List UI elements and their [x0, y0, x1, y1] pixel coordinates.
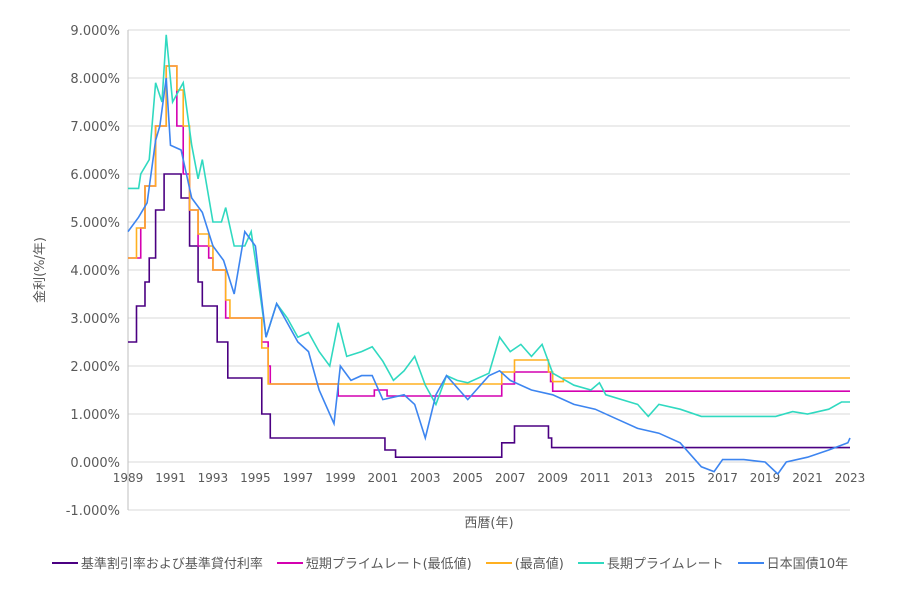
- x-tick-label: 1995: [240, 471, 271, 485]
- y-tick-label: 7.000%: [70, 120, 120, 135]
- x-tick-label: 2023: [835, 471, 866, 485]
- legend-label: 長期プライムレート: [606, 557, 724, 572]
- series-line-1: [128, 65, 850, 397]
- legend-item: 日本国債10年: [737, 553, 849, 572]
- y-tick-label: 5.000%: [70, 216, 120, 231]
- x-tick-label: 2005: [452, 471, 483, 485]
- x-tick-label: 1999: [325, 471, 356, 485]
- x-tick-label: 2007: [495, 471, 526, 485]
- legend: 基準割引率および基準貸付利率 短期プライムレート(最低値) (最高値) 長期プライムレ…: [0, 553, 900, 572]
- x-tick-label: 2001: [368, 471, 399, 485]
- legend-item: 基準割引率および基準貸付利率: [51, 553, 263, 572]
- x-tick-label: 1993: [198, 471, 229, 485]
- y-tick-label: -1.000%: [66, 504, 120, 519]
- series-line-0: [128, 173, 850, 458]
- legend-item: (最高値): [485, 553, 564, 572]
- legend-swatch: [51, 561, 78, 564]
- x-tick-label: 1989: [113, 471, 144, 485]
- legend-swatch: [485, 561, 512, 564]
- line-chart: 9.000% 8.000% 7.000% 6.000% 5.000% 4.000% 3.00…: [32, 24, 866, 531]
- x-tick-label: 1997: [283, 471, 314, 485]
- x-tick-label: 1991: [155, 471, 186, 485]
- legend-swatch: [737, 561, 764, 564]
- x-tick-label: 2017: [707, 471, 738, 485]
- legend-label: 短期プライムレート(最低値): [305, 557, 472, 572]
- y-tick-label: 3.000%: [70, 312, 120, 327]
- y-tick-label: 6.000%: [70, 168, 120, 183]
- y-tick-label: 2.000%: [70, 360, 120, 375]
- x-axis-label: 西暦(年): [464, 516, 513, 531]
- legend-swatch: [577, 561, 604, 564]
- series-line-3: [128, 34, 850, 418]
- legend-item: 長期プライムレート: [577, 553, 724, 572]
- legend-label: 基準割引率および基準貸付利率: [80, 557, 263, 572]
- x-tick-label: 2019: [750, 471, 781, 485]
- y-tick-label: 0.000%: [70, 456, 120, 471]
- x-tick-label: 2011: [580, 471, 611, 485]
- series-line-2: [128, 65, 850, 385]
- y-tick-label: 4.000%: [70, 264, 120, 279]
- y-tick-label: 1.000%: [70, 408, 120, 423]
- y-tick-label: 8.000%: [70, 72, 120, 87]
- x-tick-label: 2015: [665, 471, 696, 485]
- y-axis-label: 金利(%/年): [32, 237, 48, 303]
- legend-label: (最高値): [514, 557, 564, 572]
- series-line-4: [127, 77, 851, 476]
- legend-item: 短期プライムレート(最低値): [276, 553, 472, 572]
- x-tick-label: 2003: [410, 471, 441, 485]
- x-tick-label: 2013: [622, 471, 653, 485]
- x-tick-label: 2021: [792, 471, 823, 485]
- y-tick-label: 9.000%: [70, 24, 120, 39]
- legend-swatch: [276, 561, 303, 564]
- x-tick-label: 2009: [537, 471, 568, 485]
- legend-label: 日本国債10年: [766, 557, 849, 572]
